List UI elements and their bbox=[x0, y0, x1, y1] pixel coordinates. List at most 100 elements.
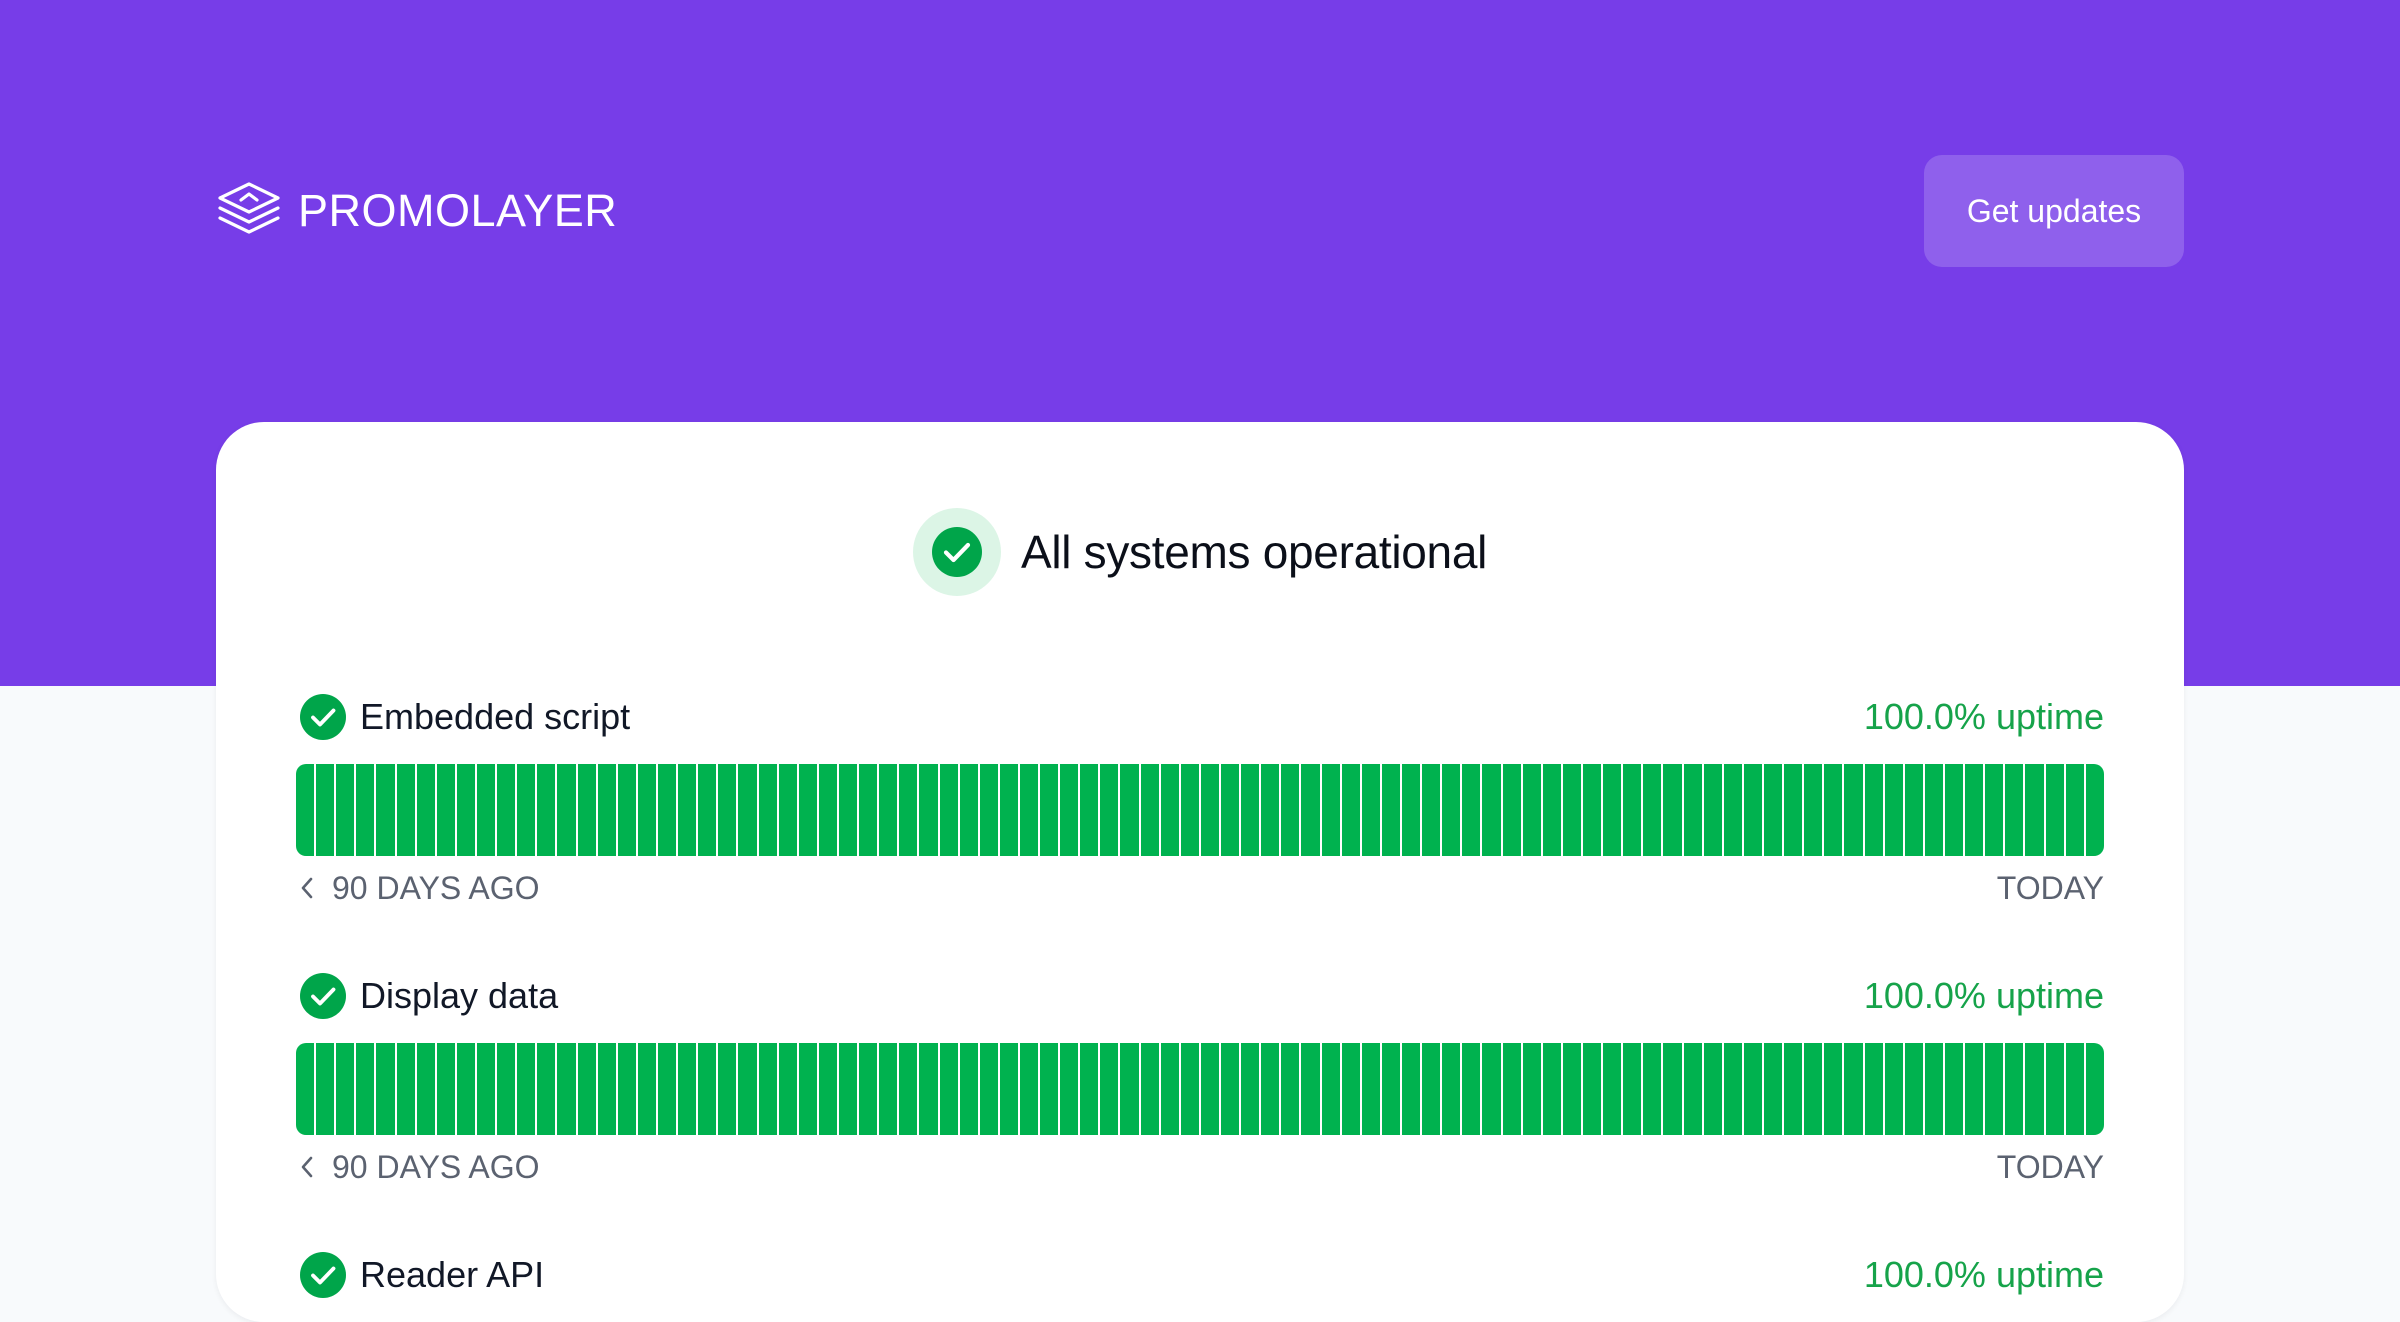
uptime-day-segment[interactable] bbox=[1120, 1043, 1139, 1135]
uptime-day-segment[interactable] bbox=[1603, 764, 1622, 856]
uptime-day-segment[interactable] bbox=[1221, 764, 1240, 856]
uptime-day-segment[interactable] bbox=[1723, 764, 1742, 856]
uptime-day-segment[interactable] bbox=[2065, 1043, 2084, 1135]
uptime-day-segment[interactable] bbox=[497, 764, 516, 856]
uptime-day-segment[interactable] bbox=[818, 764, 837, 856]
uptime-day-segment[interactable] bbox=[1462, 764, 1481, 856]
uptime-day-segment[interactable] bbox=[1583, 1043, 1602, 1135]
uptime-day-segment[interactable] bbox=[919, 1043, 938, 1135]
uptime-day-segment[interactable] bbox=[1442, 1043, 1461, 1135]
uptime-day-segment[interactable] bbox=[577, 1043, 596, 1135]
uptime-day-segment[interactable] bbox=[1784, 1043, 1803, 1135]
uptime-day-segment[interactable] bbox=[1422, 1043, 1441, 1135]
uptime-day-segment[interactable] bbox=[1663, 1043, 1682, 1135]
uptime-day-segment[interactable] bbox=[416, 764, 435, 856]
uptime-day-segment[interactable] bbox=[879, 764, 898, 856]
uptime-day-segment[interactable] bbox=[999, 1043, 1018, 1135]
uptime-day-segment[interactable] bbox=[1080, 1043, 1099, 1135]
uptime-day-segment[interactable] bbox=[1562, 764, 1581, 856]
uptime-day-segment[interactable] bbox=[1060, 764, 1079, 856]
uptime-day-segment[interactable] bbox=[1080, 764, 1099, 856]
get-updates-button[interactable]: Get updates bbox=[1924, 155, 2184, 267]
uptime-day-segment[interactable] bbox=[1784, 764, 1803, 856]
uptime-day-segment[interactable] bbox=[718, 764, 737, 856]
uptime-day-segment[interactable] bbox=[1683, 1043, 1702, 1135]
uptime-day-segment[interactable] bbox=[356, 1043, 375, 1135]
uptime-day-segment[interactable] bbox=[396, 1043, 415, 1135]
uptime-day-segment[interactable] bbox=[456, 1043, 475, 1135]
uptime-day-segment[interactable] bbox=[1542, 764, 1561, 856]
uptime-day-segment[interactable] bbox=[1562, 1043, 1581, 1135]
uptime-day-segment[interactable] bbox=[859, 764, 878, 856]
uptime-day-segment[interactable] bbox=[1402, 764, 1421, 856]
uptime-day-segment[interactable] bbox=[1743, 764, 1762, 856]
uptime-day-segment[interactable] bbox=[1261, 1043, 1280, 1135]
uptime-day-segment[interactable] bbox=[1965, 1043, 1984, 1135]
uptime-day-segment[interactable] bbox=[376, 1043, 395, 1135]
uptime-day-segment[interactable] bbox=[1180, 1043, 1199, 1135]
uptime-day-segment[interactable] bbox=[899, 764, 918, 856]
uptime-day-segment[interactable] bbox=[1221, 1043, 1240, 1135]
uptime-day-segment[interactable] bbox=[517, 1043, 536, 1135]
uptime-day-segment[interactable] bbox=[939, 1043, 958, 1135]
uptime-day-segment[interactable] bbox=[758, 764, 777, 856]
uptime-day-segment[interactable] bbox=[979, 1043, 998, 1135]
uptime-day-segment[interactable] bbox=[678, 764, 697, 856]
uptime-day-segment[interactable] bbox=[999, 764, 1018, 856]
uptime-day-segment[interactable] bbox=[1502, 764, 1521, 856]
uptime-day-segment[interactable] bbox=[1341, 764, 1360, 856]
uptime-day-segment[interactable] bbox=[2025, 764, 2044, 856]
uptime-day-segment[interactable] bbox=[1120, 764, 1139, 856]
uptime-day-segment[interactable] bbox=[1864, 1043, 1883, 1135]
uptime-day-segment[interactable] bbox=[296, 1043, 315, 1135]
uptime-day-segment[interactable] bbox=[617, 764, 636, 856]
uptime-day-segment[interactable] bbox=[1361, 1043, 1380, 1135]
uptime-day-segment[interactable] bbox=[1381, 764, 1401, 856]
uptime-day-segment[interactable] bbox=[778, 1043, 797, 1135]
uptime-day-segment[interactable] bbox=[1542, 1043, 1561, 1135]
uptime-day-segment[interactable] bbox=[1944, 764, 1964, 856]
uptime-day-segment[interactable] bbox=[1643, 764, 1662, 856]
uptime-day-segment[interactable] bbox=[718, 1043, 737, 1135]
uptime-day-segment[interactable] bbox=[597, 764, 616, 856]
uptime-day-segment[interactable] bbox=[2005, 1043, 2024, 1135]
uptime-day-segment[interactable] bbox=[1804, 764, 1823, 856]
uptime-day-segment[interactable] bbox=[838, 764, 858, 856]
uptime-day-segment[interactable] bbox=[1301, 1043, 1320, 1135]
uptime-day-segment[interactable] bbox=[637, 764, 656, 856]
uptime-day-segment[interactable] bbox=[1281, 1043, 1300, 1135]
uptime-day-segment[interactable] bbox=[1502, 1043, 1521, 1135]
uptime-day-segment[interactable] bbox=[1422, 764, 1441, 856]
uptime-day-segment[interactable] bbox=[919, 764, 938, 856]
uptime-day-segment[interactable] bbox=[436, 764, 455, 856]
uptime-day-segment[interactable] bbox=[1040, 1043, 1059, 1135]
uptime-day-segment[interactable] bbox=[1824, 1043, 1843, 1135]
uptime-day-segment[interactable] bbox=[456, 764, 475, 856]
uptime-day-segment[interactable] bbox=[1060, 1043, 1079, 1135]
uptime-day-segment[interactable] bbox=[2085, 764, 2104, 856]
uptime-day-segment[interactable] bbox=[818, 1043, 837, 1135]
uptime-day-segment[interactable] bbox=[1100, 1043, 1119, 1135]
uptime-day-segment[interactable] bbox=[899, 1043, 918, 1135]
uptime-day-segment[interactable] bbox=[1442, 764, 1461, 856]
uptime-day-segment[interactable] bbox=[1160, 1043, 1179, 1135]
uptime-day-segment[interactable] bbox=[1381, 1043, 1401, 1135]
uptime-day-segment[interactable] bbox=[698, 1043, 717, 1135]
uptime-day-segment[interactable] bbox=[476, 1043, 496, 1135]
uptime-day-segment[interactable] bbox=[657, 1043, 677, 1135]
uptime-day-segment[interactable] bbox=[296, 764, 315, 856]
uptime-day-segment[interactable] bbox=[1763, 764, 1783, 856]
uptime-day-segment[interactable] bbox=[1603, 1043, 1622, 1135]
uptime-day-segment[interactable] bbox=[597, 1043, 616, 1135]
uptime-day-segment[interactable] bbox=[1241, 1043, 1260, 1135]
uptime-day-segment[interactable] bbox=[1100, 764, 1119, 856]
uptime-day-segment[interactable] bbox=[2045, 764, 2064, 856]
uptime-day-segment[interactable] bbox=[577, 764, 596, 856]
uptime-day-segment[interactable] bbox=[1019, 1043, 1039, 1135]
uptime-day-segment[interactable] bbox=[1281, 764, 1300, 856]
uptime-day-segment[interactable] bbox=[396, 764, 415, 856]
uptime-day-segment[interactable] bbox=[879, 1043, 898, 1135]
uptime-day-segment[interactable] bbox=[376, 764, 395, 856]
uptime-day-segment[interactable] bbox=[2065, 764, 2084, 856]
uptime-day-segment[interactable] bbox=[1482, 1043, 1501, 1135]
